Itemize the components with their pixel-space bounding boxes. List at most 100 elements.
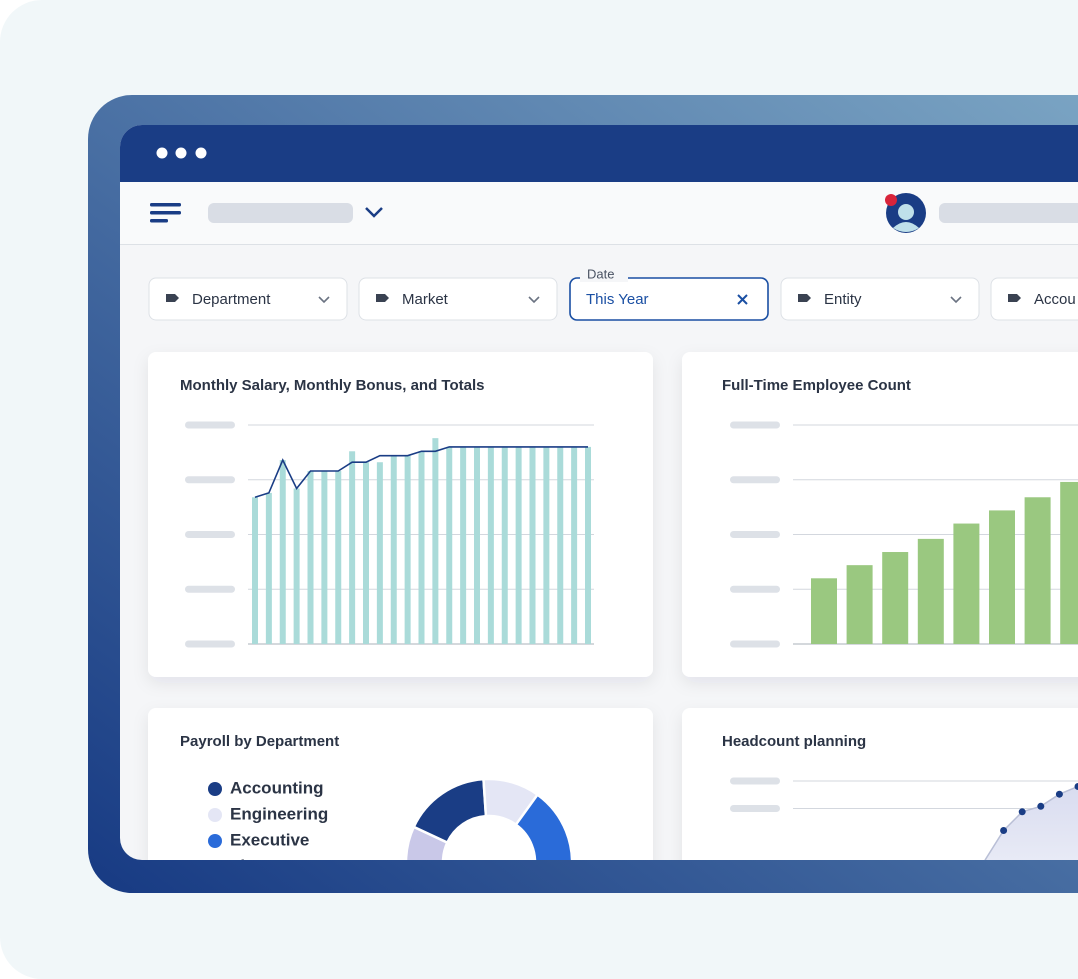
y-tick-placeholder [185,476,235,484]
filter[interactable]: Accou [990,277,1078,321]
filters: Department Market Date This Year Entity Accou [148,266,1078,321]
point [1018,808,1026,816]
bar [279,460,286,644]
filter-box [358,277,558,321]
legend-swatch [208,782,222,796]
bar [811,578,837,644]
y-tick-placeholder [730,777,780,785]
screen: Department Market Date This Year Entity Accou… [120,125,1078,875]
caption-gap [580,270,628,282]
donut-slice [514,792,574,860]
bar [529,446,536,644]
bar [363,462,369,644]
bar [487,446,494,644]
bar [460,446,467,644]
card: Payroll by Department Accounting Engineeri… [148,708,653,875]
bar [515,446,522,644]
legend-label: Finance [230,856,294,875]
bar [390,455,397,644]
y-tick-placeholder [185,421,235,429]
chevron [528,296,540,304]
bar [571,446,578,644]
notification-dot [885,194,897,206]
bar [293,488,300,644]
y-tick-placeholder [730,531,780,538]
legend-label: Engineering [230,804,328,823]
bar [418,451,425,644]
card-title: Monthly Salary, Monthly Bonus, and Total… [180,377,484,394]
line [254,446,588,499]
bar [349,451,356,644]
bar [953,523,980,644]
menu-icon[interactable] [150,203,181,223]
bar [252,497,258,644]
filter-label: Market [402,291,449,308]
card: Monthly Salary, Monthly Bonus, and Total… [148,352,653,677]
bar [446,446,453,644]
bar [585,446,591,644]
point [1000,827,1008,834]
bar [474,446,480,644]
bar [376,462,383,644]
bar [543,446,550,644]
legend-swatch [208,834,222,848]
placeholder [939,203,1078,223]
card-bg [148,352,653,677]
placeholder [208,203,353,223]
filter-box [780,277,980,321]
filter-label: Entity [824,291,862,308]
bar [265,492,272,644]
filter[interactable]: Market [358,277,558,321]
window-dot [195,147,207,159]
filter-box [148,277,348,321]
legend-swatch [208,808,222,822]
point [1037,802,1045,810]
bar [882,552,909,644]
bar [321,470,328,644]
window-bar [120,125,1078,182]
point [1074,783,1078,790]
avatar-body [893,222,919,232]
bar [1024,497,1051,644]
filter[interactable]: Entity [780,277,980,321]
tag-icon [798,294,811,302]
card: Headcount planning [682,708,1078,860]
filter-label: Accou [1034,291,1076,308]
tag-icon [1008,294,1021,302]
filter-label: Department [192,291,271,308]
filter[interactable]: Date This Year [569,266,769,321]
chevron [950,296,962,304]
filter-box [990,277,1078,321]
avatar-head [898,204,914,220]
y-tick-placeholder [730,805,780,812]
bar [432,438,439,644]
y-tick-placeholder [185,531,235,538]
filter-value: This Year [586,291,649,308]
window-dot [156,147,168,159]
bar [335,470,342,644]
bar [501,446,508,644]
y-tick-placeholder [730,421,780,429]
tag-icon [376,294,389,302]
card-bg [682,708,1078,860]
point [1055,790,1063,798]
legend-label: Executive [230,830,309,849]
window-dot [175,147,187,159]
bar [1060,481,1078,644]
filter-box [569,277,769,321]
card: Full-Time Employee Count [682,352,1078,677]
bar [404,455,411,644]
chevron [318,296,330,304]
clear-icon[interactable] [737,294,748,305]
filter[interactable]: Department [148,277,348,321]
cards: Monthly Salary, Monthly Bonus, and Total… [148,352,1078,875]
y-tick-placeholder [185,585,235,593]
bar [307,470,314,644]
y-tick-placeholder [730,640,780,648]
bar [989,510,1015,644]
area-fill [985,786,1078,860]
bar [917,538,944,644]
dropdown-chevron[interactable] [365,207,383,218]
card-title: Full-Time Employee Count [722,377,911,394]
